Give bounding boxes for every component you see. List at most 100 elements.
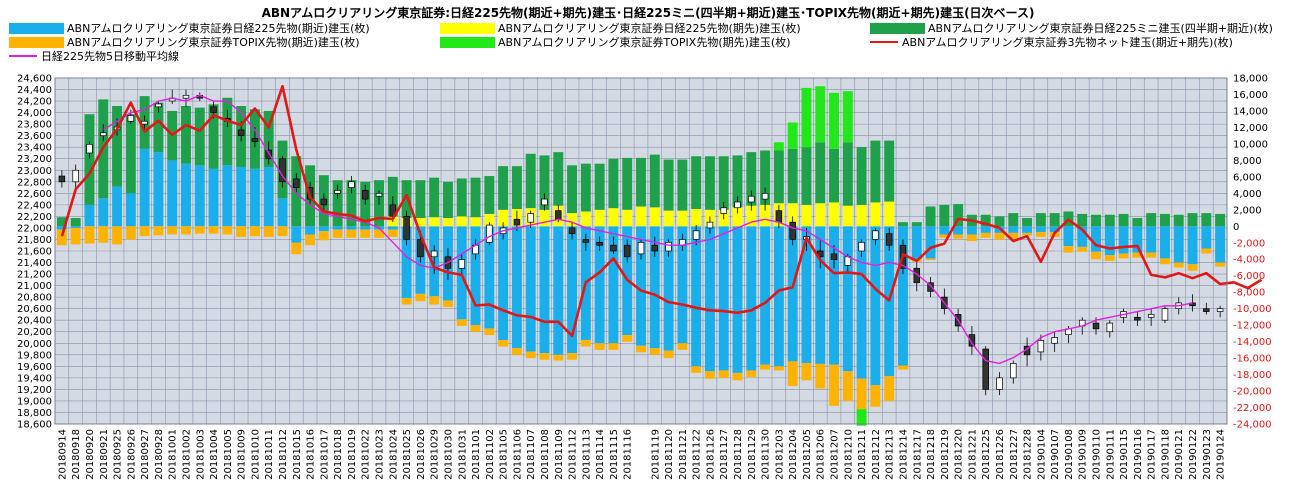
- right-tick-label: 2,000: [1233, 205, 1262, 216]
- candle-body: [706, 221, 714, 229]
- x-tick-label: 20190111: [1105, 429, 1116, 480]
- bar-topix_near: [236, 226, 247, 237]
- legend-swatch: [870, 23, 925, 34]
- bar-topix_near: [1104, 255, 1115, 261]
- x-tick-label: 20180927: [140, 429, 151, 480]
- right-tick-label: 6,000: [1233, 172, 1262, 183]
- bar-mini: [1022, 218, 1033, 227]
- x-tick-label: 20180921: [99, 429, 110, 480]
- bar-nk225_near: [636, 226, 646, 346]
- left-tick-label: 20,600: [17, 304, 52, 315]
- left-tick-label: 21,000: [17, 281, 52, 292]
- bar-nk225_far: [498, 209, 509, 227]
- x-tick-label: 20190123: [1202, 429, 1213, 480]
- legend-label: ABNアムロクリアリング東京証券3先物ネット建玉(期近+期先)(枚): [902, 35, 1233, 49]
- bar-topix_near: [815, 363, 826, 389]
- bar-topix_near: [1146, 252, 1157, 258]
- candle-body: [141, 120, 148, 125]
- bar-topix_near: [732, 372, 743, 381]
- bar-nk225_near: [484, 226, 495, 329]
- legend-swatch: [9, 23, 64, 34]
- bar-nk225_near: [236, 166, 247, 227]
- candle-body: [293, 178, 300, 188]
- bar-topix_near: [608, 343, 619, 350]
- x-tick-label: 20181204: [788, 429, 799, 480]
- candle-body: [513, 218, 521, 226]
- left-tick-label: 21,800: [17, 235, 52, 246]
- right-tick-label: 10,000: [1233, 139, 1268, 150]
- bar-topix_near: [401, 297, 412, 305]
- x-tick-label: 20181002: [181, 429, 192, 480]
- candle-body: [417, 239, 424, 258]
- bar-topix_near: [318, 231, 329, 241]
- candle-body: [86, 143, 93, 154]
- bar-mini: [677, 159, 688, 211]
- bar-nk225_near: [84, 204, 95, 227]
- bar-nk225_near: [346, 226, 357, 230]
- bar-mini: [649, 154, 660, 208]
- bar-topix_far: [815, 86, 826, 143]
- bar-mini: [953, 204, 964, 227]
- bar-nk225_near: [746, 226, 757, 371]
- right-tick-label: -4,000: [1233, 255, 1265, 266]
- bar-nk225_near: [939, 226, 950, 235]
- bar-nk225_near: [360, 226, 371, 230]
- candle-body: [100, 132, 107, 137]
- bar-topix_far: [829, 92, 839, 149]
- x-tick-label: 20181113: [581, 429, 592, 480]
- candle-body: [1216, 308, 1224, 312]
- bar-mini: [332, 180, 343, 227]
- bar-nk225_far: [649, 207, 660, 227]
- right-tick-label: -16,000: [1233, 354, 1272, 365]
- bar-nk225_far: [567, 213, 578, 227]
- candle-body: [155, 103, 162, 108]
- candle-body: [775, 210, 783, 223]
- bar-mini: [112, 106, 123, 187]
- bar-nk225_near: [249, 168, 260, 227]
- left-tick-label: 23,800: [17, 120, 52, 131]
- left-tick-label: 19,400: [17, 373, 52, 384]
- bar-nk225_near: [222, 165, 233, 227]
- bar-nk225_near: [691, 226, 702, 367]
- candle-body: [651, 244, 659, 252]
- x-tick-label: 20181226: [995, 429, 1006, 480]
- left-tick-label: 19,600: [17, 362, 52, 373]
- x-tick-label: 20181128: [733, 429, 744, 480]
- x-tick-label: 20190115: [1119, 429, 1130, 480]
- bar-nk225_near: [925, 226, 936, 259]
- bar-nk225_near: [815, 226, 826, 364]
- bar-mini: [415, 180, 426, 219]
- bar-nk225_far: [829, 202, 839, 227]
- bar-topix_near: [222, 226, 233, 235]
- bar-topix_near: [263, 226, 274, 237]
- left-tick-label: 24,600: [17, 74, 52, 85]
- candle-body: [830, 253, 838, 260]
- bar-topix_far: [801, 87, 812, 148]
- candle-body: [665, 242, 672, 252]
- bar-mini: [898, 222, 908, 227]
- bar-nk225_near: [1049, 226, 1060, 233]
- bar-nk225_near: [70, 226, 81, 228]
- bar-nk225_far: [663, 210, 674, 227]
- bar-topix_near: [443, 300, 453, 308]
- bar-topix_near: [1022, 232, 1033, 236]
- left-tick-label: 22,800: [17, 177, 52, 188]
- candle-body: [761, 192, 769, 200]
- bar-nk225_near: [608, 226, 619, 344]
- bar-mini: [498, 166, 509, 210]
- bar-mini: [443, 181, 453, 219]
- x-tick-label: 20181105: [499, 429, 510, 480]
- left-tick-label: 19,000: [17, 396, 52, 407]
- chart-title: ABNアムロクリアリング東京証券:日経225先物(期近+期先)建玉･日経225ミ…: [262, 5, 1035, 20]
- x-tick-label: 20181225: [981, 429, 992, 480]
- x-tick-label: 20181101: [471, 429, 482, 480]
- bar-topix_near: [829, 364, 839, 406]
- left-tick-label: 23,600: [17, 131, 52, 142]
- bar-topix_near: [194, 226, 205, 234]
- bar-nk225_near: [498, 226, 509, 340]
- x-tick-label: 20181016: [306, 429, 317, 480]
- candle-body: [1106, 322, 1114, 333]
- bar-nk225_near: [760, 226, 771, 365]
- bar-topix_near: [511, 348, 522, 355]
